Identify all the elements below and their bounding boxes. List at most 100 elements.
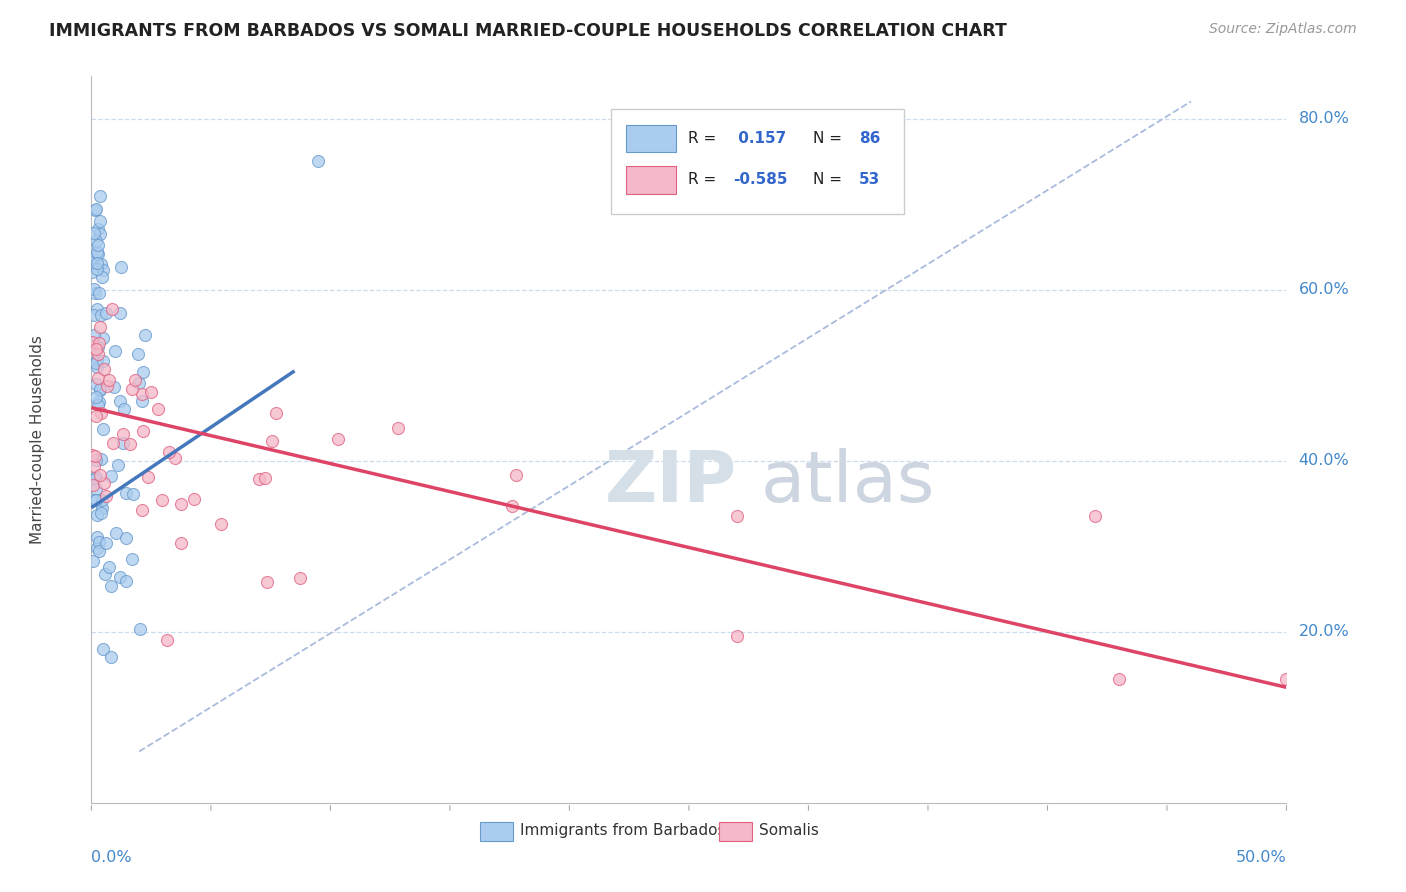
Point (89, 383, 111, 397)
Bar (626, 125, 676, 153)
Point (307, 154, 329, 169)
Text: 86: 86 (859, 131, 880, 145)
Point (87, 340, 110, 354)
Point (115, 531, 138, 545)
Point (170, 536, 193, 550)
Point (93, 566, 115, 581)
Point (256, 575, 278, 590)
Point (101, 301, 124, 316)
Point (82, 255, 104, 269)
Point (91, 492, 114, 507)
Point (127, 347, 149, 361)
Point (110, 260, 132, 275)
Point (86, 482, 108, 496)
Point (96, 536, 118, 550)
Point (108, 570, 131, 584)
Point (83, 286, 105, 301)
Point (89, 467, 111, 482)
Point (98, 373, 121, 387)
Text: R =: R = (688, 172, 721, 187)
Point (87, 347, 110, 361)
Point (128, 376, 150, 390)
Bar (718, 822, 752, 840)
Point (1084, 509, 1107, 524)
Point (91, 270, 114, 285)
Point (326, 432, 349, 446)
Point (86, 359, 108, 374)
Point (254, 471, 277, 485)
Point (86, 508, 108, 522)
Point (157, 445, 180, 459)
Point (91, 500, 114, 515)
Point (89, 227, 111, 241)
Point (124, 373, 146, 387)
Point (94, 489, 117, 503)
Text: Immigrants from Barbados: Immigrants from Barbados (520, 823, 725, 838)
Point (84, 377, 107, 392)
Point (87, 247, 110, 261)
Point (115, 485, 138, 500)
Point (86, 256, 108, 270)
Point (501, 499, 523, 513)
Point (84, 356, 107, 370)
Point (387, 421, 409, 435)
Point (209, 517, 232, 532)
Point (131, 503, 153, 517)
Point (170, 497, 193, 511)
Point (89, 543, 111, 558)
Point (82, 554, 104, 568)
Text: 50.0%: 50.0% (1236, 850, 1286, 865)
Point (131, 386, 153, 401)
Point (83, 282, 105, 296)
Point (90, 308, 112, 322)
Point (107, 458, 129, 473)
Point (87, 371, 110, 385)
Point (115, 574, 138, 588)
Point (83, 459, 105, 474)
Point (505, 467, 527, 482)
Text: N =: N = (813, 172, 846, 187)
Point (84, 472, 107, 486)
Point (86, 352, 108, 367)
Bar (626, 166, 676, 194)
Point (104, 525, 127, 540)
Point (725, 509, 748, 524)
Point (163, 450, 186, 465)
Point (86, 453, 108, 467)
Text: Married-couple Households: Married-couple Households (30, 334, 45, 544)
Point (86, 493, 108, 508)
Point (122, 487, 145, 501)
Point (82, 448, 104, 462)
Point (103, 380, 125, 394)
Text: R =: R = (688, 131, 721, 145)
Point (82, 265, 104, 279)
Point (247, 472, 270, 486)
Point (90, 452, 112, 467)
Point (91, 330, 114, 344)
Point (86, 398, 108, 412)
Point (97, 560, 120, 574)
Point (1108, 672, 1130, 686)
Point (104, 343, 127, 358)
Text: atlas: atlas (761, 449, 935, 517)
Point (84, 234, 107, 248)
Point (86, 244, 108, 259)
Point (87, 222, 110, 236)
Text: 20.0%: 20.0% (1299, 624, 1350, 640)
Point (121, 383, 143, 397)
Point (80, 251, 103, 265)
Point (725, 629, 748, 643)
Point (96, 379, 118, 393)
Point (82, 478, 104, 492)
Text: 0.0%: 0.0% (91, 850, 132, 865)
Point (136, 470, 159, 484)
Point (112, 436, 135, 450)
Point (150, 492, 173, 507)
Point (86, 302, 108, 317)
Point (83, 492, 105, 507)
Text: 40.0%: 40.0% (1299, 453, 1350, 468)
Point (84, 469, 107, 483)
Point (91, 263, 114, 277)
Point (262, 434, 284, 448)
Point (86, 238, 108, 252)
